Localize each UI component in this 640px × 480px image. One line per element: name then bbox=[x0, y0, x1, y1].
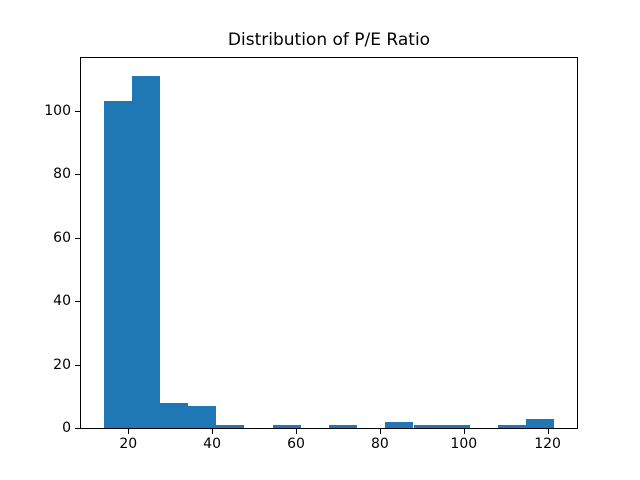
x-axis-tick-label: 100 bbox=[450, 436, 478, 452]
histogram-bar bbox=[441, 424, 470, 428]
histogram-bar bbox=[498, 424, 527, 428]
y-axis-tick bbox=[75, 428, 80, 429]
y-axis-tick bbox=[75, 174, 80, 175]
x-axis-tick bbox=[463, 429, 465, 434]
x-axis-tick-label: 120 bbox=[534, 436, 561, 452]
y-axis-tick bbox=[75, 110, 80, 112]
y-axis-tick-label: 100 bbox=[44, 102, 71, 119]
histogram-bar bbox=[131, 75, 160, 428]
histogram-bar bbox=[188, 405, 217, 428]
y-axis-tick-label: 0 bbox=[62, 420, 71, 436]
chart-title: Distribution of P/E Ratio bbox=[227, 30, 431, 50]
y-axis-tick-label: 20 bbox=[53, 356, 71, 373]
x-axis-tick-label: 60 bbox=[287, 436, 305, 452]
histogram-bar bbox=[216, 424, 245, 428]
x-axis-tick-label: 20 bbox=[119, 436, 138, 452]
histogram-bar bbox=[272, 424, 301, 428]
y-axis-tick-label: 80 bbox=[53, 166, 71, 182]
x-axis-tick bbox=[128, 429, 130, 434]
x-axis-tick-label: 80 bbox=[370, 436, 389, 452]
plot-area bbox=[80, 57, 578, 429]
histogram-bar bbox=[159, 402, 189, 428]
x-axis-tick bbox=[379, 429, 381, 434]
x-axis-tick bbox=[212, 429, 214, 434]
x-axis-tick-label: 40 bbox=[203, 436, 221, 452]
x-axis-tick bbox=[296, 429, 297, 434]
histogram-bar bbox=[526, 418, 555, 428]
y-axis-tick-label: 60 bbox=[53, 229, 71, 246]
y-axis-tick bbox=[75, 301, 80, 302]
y-axis-tick bbox=[75, 364, 80, 366]
x-axis-tick bbox=[547, 429, 549, 434]
histogram-bar bbox=[103, 101, 132, 428]
histogram-bar bbox=[385, 421, 414, 428]
bars-layer bbox=[81, 58, 577, 428]
histogram-bar bbox=[413, 424, 442, 428]
y-axis-tick-label: 40 bbox=[53, 293, 71, 309]
histogram-bar bbox=[329, 424, 358, 428]
y-axis-tick bbox=[75, 237, 80, 239]
